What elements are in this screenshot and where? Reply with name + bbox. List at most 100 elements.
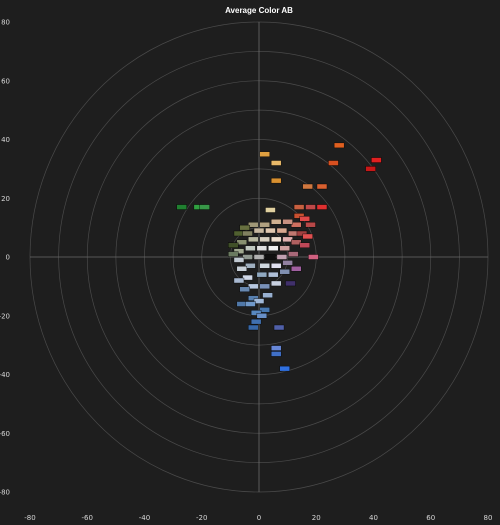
data-point [291, 266, 302, 272]
x-tick-label: -60 [82, 514, 93, 522]
data-point [273, 324, 285, 331]
y-tick-label: 40 [1, 136, 10, 144]
data-point-swatch [199, 204, 210, 210]
data-point [276, 227, 288, 234]
y-tick-label: 60 [1, 77, 10, 85]
data-point-swatch [282, 219, 293, 225]
data-point [296, 230, 308, 237]
data-point-swatch [253, 254, 265, 260]
data-point [282, 260, 293, 266]
data-point [259, 221, 270, 228]
data-point [236, 266, 248, 272]
data-point-swatch [296, 230, 308, 237]
data-point [253, 227, 265, 234]
data-point [262, 292, 273, 298]
data-point [299, 216, 310, 222]
data-point [265, 207, 276, 213]
data-point [268, 271, 279, 278]
data-point [248, 221, 259, 228]
data-point [239, 224, 250, 231]
data-point-swatch [270, 236, 282, 243]
data-point [248, 283, 259, 290]
data-point-swatch [233, 257, 245, 263]
data-point [316, 183, 328, 190]
data-point-swatch [248, 295, 259, 301]
data-point [333, 142, 345, 149]
data-point-swatch [228, 242, 239, 248]
data-point-swatch [242, 274, 253, 281]
data-point-swatch [302, 183, 313, 190]
data-point-swatch [259, 307, 270, 313]
data-point-swatch [242, 254, 253, 260]
data-point [242, 274, 253, 281]
data-point-swatch [305, 204, 316, 210]
data-point-swatch [270, 345, 282, 351]
data-point [270, 345, 282, 351]
data-point [236, 239, 248, 246]
data-point-swatch [256, 245, 268, 251]
x-tick-label: 0 [257, 514, 261, 522]
data-point-swatch [245, 245, 256, 251]
data-point [199, 204, 210, 210]
data-point [270, 263, 282, 269]
data-point-swatch [308, 254, 319, 260]
data-point [176, 204, 187, 210]
data-point [285, 280, 296, 287]
data-point [279, 268, 290, 275]
data-point [256, 271, 268, 278]
data-point-swatch [288, 251, 299, 257]
y-tick-label: 80 [1, 19, 10, 27]
data-point-swatch [293, 213, 305, 219]
data-point-swatch [248, 221, 259, 228]
data-point [256, 245, 268, 251]
data-point-swatch [256, 313, 268, 319]
y-tick-label: 20 [1, 195, 10, 203]
data-point [279, 245, 290, 251]
y-tick-label: -60 [0, 430, 10, 438]
data-point-swatch [248, 236, 259, 243]
data-point [279, 365, 290, 372]
data-point-swatch [333, 142, 345, 149]
data-point [228, 251, 239, 257]
x-tick-label: 40 [369, 514, 378, 522]
data-point-swatch [276, 227, 288, 234]
data-point-swatch [248, 283, 259, 290]
data-point [248, 236, 259, 243]
data-point-swatch [265, 207, 276, 213]
data-point-swatch [299, 216, 310, 222]
data-point-swatch [233, 277, 245, 284]
data-point [265, 254, 276, 260]
data-point-swatch [328, 160, 339, 166]
data-point [302, 183, 313, 190]
data-point [259, 236, 270, 243]
data-point [288, 251, 299, 257]
data-point [253, 254, 265, 260]
data-point [316, 204, 328, 210]
data-point [270, 280, 282, 287]
data-point [233, 257, 245, 263]
data-point [259, 283, 270, 290]
data-point [259, 263, 270, 269]
data-point-swatch [302, 233, 313, 240]
data-point [242, 230, 253, 237]
data-point [371, 157, 382, 163]
data-point [259, 151, 270, 157]
data-point-swatch [268, 271, 279, 278]
data-point [328, 160, 339, 166]
data-point [253, 298, 265, 304]
data-point [365, 166, 376, 172]
data-point-swatch [245, 301, 256, 307]
x-tick-label: 80 [484, 514, 493, 522]
data-point-swatch [236, 266, 248, 272]
data-point-swatch [273, 324, 285, 331]
data-point-swatch [259, 221, 270, 228]
data-point-swatch [365, 166, 376, 172]
data-point [248, 324, 259, 331]
data-point [245, 245, 256, 251]
data-point-swatch [262, 292, 273, 298]
data-point-swatch [268, 245, 279, 251]
data-point-swatch [305, 221, 316, 228]
data-point-swatch [265, 227, 276, 234]
data-point-swatch [253, 298, 265, 304]
